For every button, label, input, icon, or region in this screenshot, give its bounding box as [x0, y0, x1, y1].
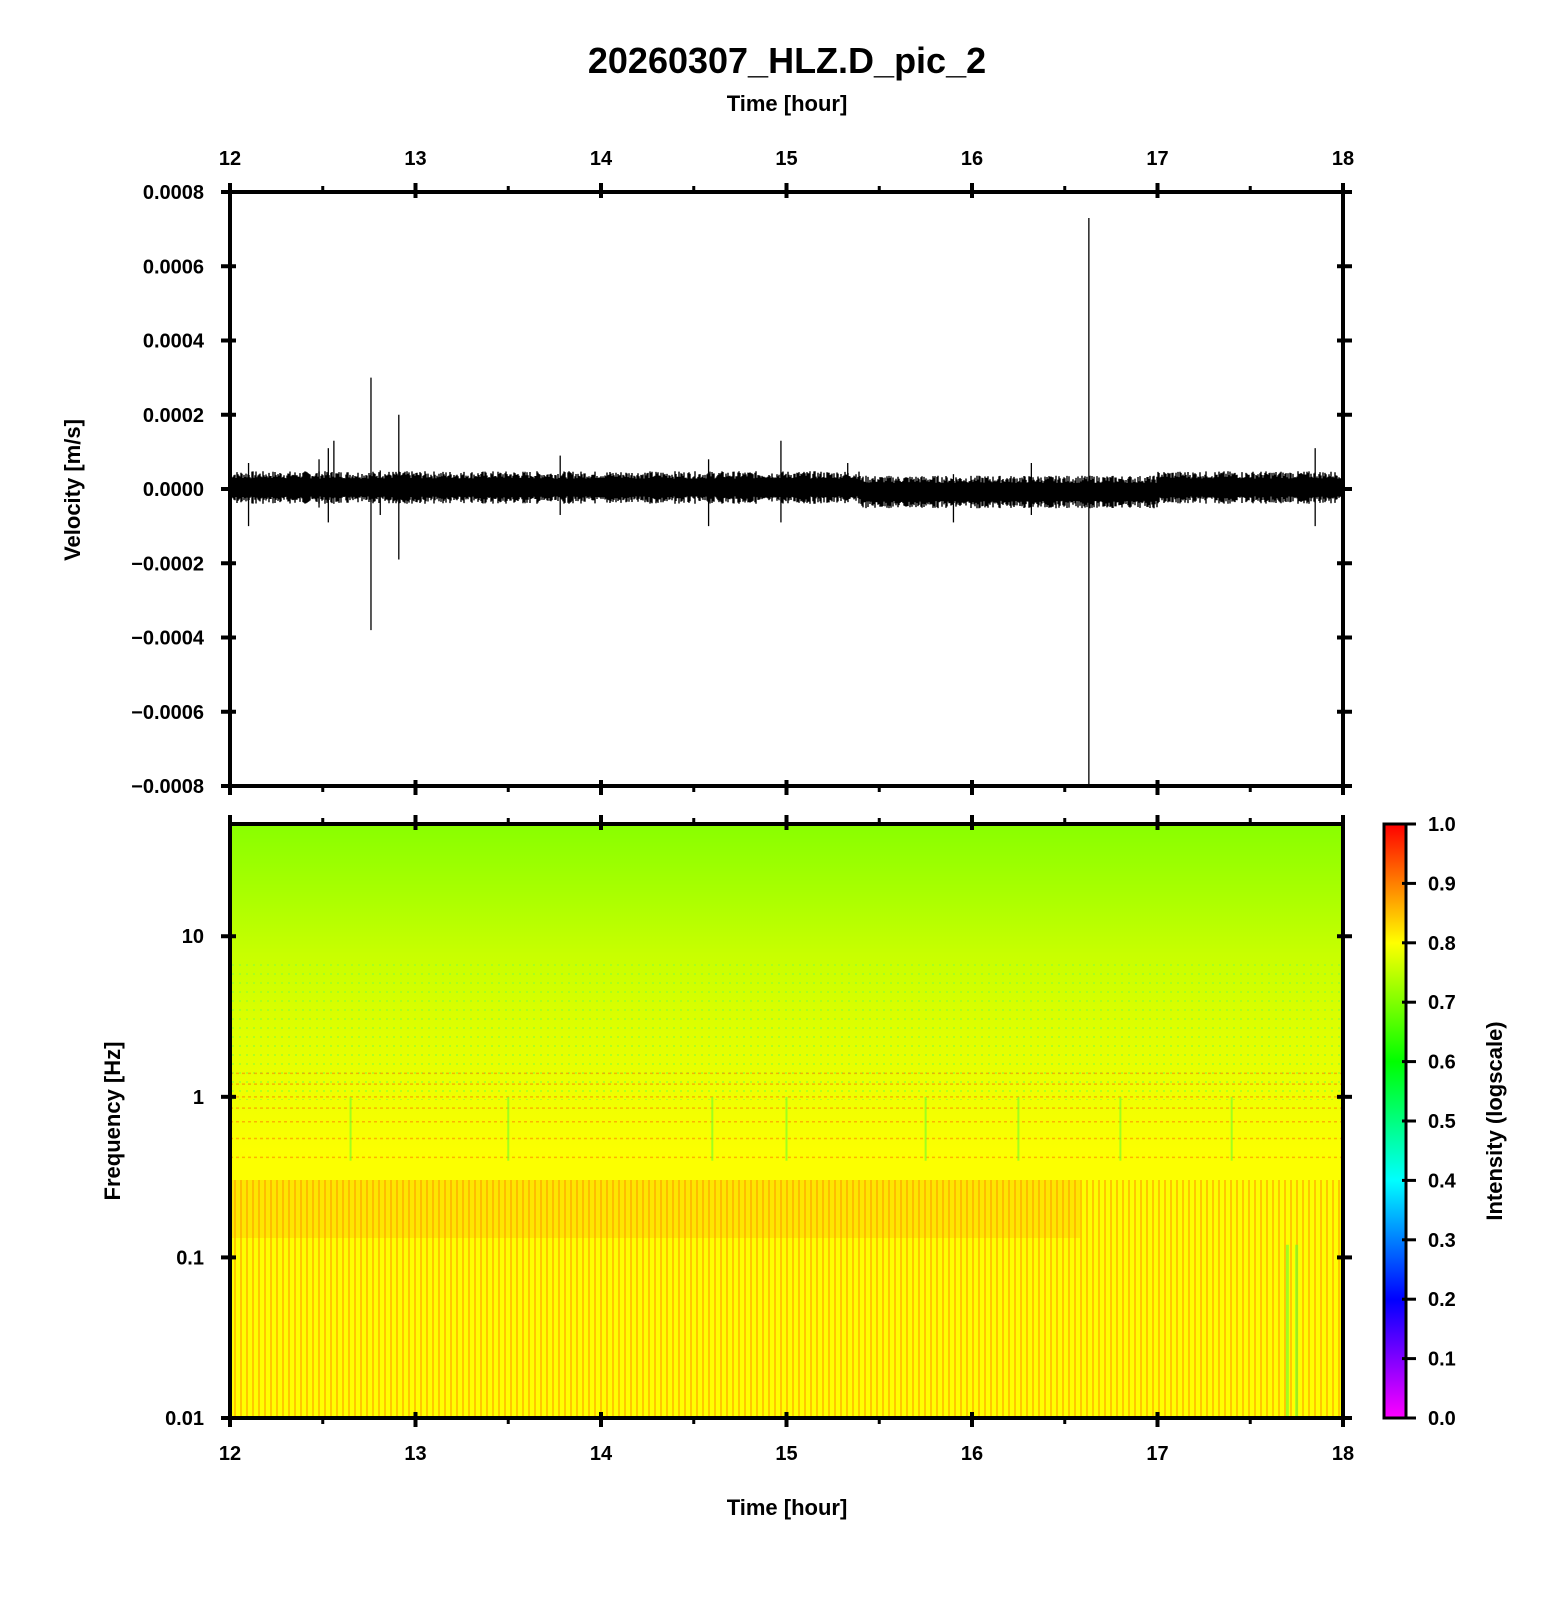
waveform-xtick-label: 13	[404, 148, 426, 170]
spectrogram-heatmap	[230, 824, 1343, 1418]
waveform-ytick-label: −0.0004	[131, 628, 205, 650]
waveform-noise-band	[230, 471, 1343, 509]
spectrogram-band-0.2hz	[230, 1180, 1080, 1238]
colorbar-tick-label: 0.4	[1428, 1170, 1457, 1192]
colorbar-tick-label: 0.6	[1428, 1052, 1456, 1074]
waveform-ytick-label: 0.0002	[143, 405, 204, 427]
waveform-ytick-label: 0.0006	[143, 256, 204, 278]
waveform-ytick-label: 0.0008	[143, 182, 204, 204]
waveform-panel: 12 13 14 15 16 17 18 0.00080.00060.00040.00020…	[60, 148, 1354, 798]
spectrogram-y-axis-label: Frequency [Hz]	[100, 1042, 125, 1201]
spectrogram-panel: 12 13 14 15 16 17 18 10 1 0.1 0.01 Frequency [Hz]…	[100, 815, 1354, 1520]
spectrogram-ytick-label: 0.1	[176, 1247, 204, 1269]
colorbar-tick-label: 0.9	[1428, 873, 1456, 895]
colorbar-tick-label: 0.2	[1428, 1289, 1456, 1311]
colorbar-tick-label: 0.3	[1428, 1230, 1456, 1252]
waveform-trace	[230, 217, 1343, 786]
top-x-axis-label: Time [hour]	[727, 91, 848, 116]
waveform-xtick-label: 16	[961, 148, 983, 170]
colorbar-label: Intensity (logscale)	[1482, 1021, 1507, 1220]
spectrogram-lines	[230, 1072, 1343, 1418]
waveform-xtick-label: 12	[219, 148, 241, 170]
spectrogram-y-axis: 10 1 0.1 0.01	[165, 926, 1352, 1430]
spectrogram-xtick-label: 13	[404, 1443, 426, 1465]
spectrogram-xtick-label: 12	[219, 1443, 241, 1465]
waveform-y-axis-label: Velocity [m/s]	[60, 419, 85, 561]
spectrogram-xtick-label: 16	[961, 1443, 983, 1465]
colorbar-ticks: 1.0 0.9 0.8 0.7 0.6 0.5 0.4 0.3 0.2 0.1 0.0	[1402, 814, 1457, 1430]
waveform-y-axis: 0.0008 0.0006 0.0004 0.0002 0.0000 −0.0002 −0.…	[131, 182, 1352, 798]
colorbar-tick-label: 1.0	[1428, 814, 1456, 836]
spectrogram-xtick-label: 18	[1332, 1443, 1354, 1465]
waveform-ytick-label: 0.0000	[143, 479, 204, 501]
waveform-ytick-label: −0.0006	[131, 702, 204, 724]
spectrogram-x-axis: 12 13 14 15 16 17 18	[219, 815, 1354, 1465]
spectrogram-xtick-label: 15	[775, 1443, 797, 1465]
waveform-xtick-label: 15	[775, 148, 797, 170]
colorbar-gradient	[1384, 824, 1406, 1418]
spectrogram-ytick-label: 10	[182, 926, 204, 948]
colorbar-tick-label: 0.7	[1428, 992, 1456, 1014]
waveform-x-axis: 12 13 14 15 16 17 18	[219, 148, 1354, 795]
spectrogram-ytick-label: 0.01	[165, 1408, 204, 1430]
spectrogram-xtick-label: 17	[1146, 1443, 1168, 1465]
bottom-x-axis-label: Time [hour]	[727, 1495, 848, 1520]
chart-title: 20260307_HLZ.D_pic_2	[588, 40, 986, 81]
waveform-ytick-label: −0.0002	[131, 553, 204, 575]
waveform-xtick-label: 17	[1146, 148, 1168, 170]
colorbar-tick-label: 0.1	[1428, 1349, 1456, 1371]
waveform-ytick-label: −0.0008	[131, 776, 204, 798]
waveform-ytick-label: 0.0004	[143, 331, 205, 353]
spectrogram-xtick-label: 14	[590, 1443, 613, 1465]
colorbar: 1.0 0.9 0.8 0.7 0.6 0.5 0.4 0.3 0.2 0.1 0.0 Intens…	[1382, 814, 1507, 1430]
waveform-xtick-label: 14	[590, 148, 613, 170]
spectrogram-low-band	[230, 1180, 1343, 1418]
spectrogram-ytick-label: 1	[193, 1087, 204, 1109]
colorbar-tick-label: 0.5	[1428, 1111, 1456, 1133]
colorbar-tick-label: 0.8	[1428, 933, 1456, 955]
waveform-xtick-label: 18	[1332, 148, 1354, 170]
colorbar-tick-label: 0.0	[1428, 1408, 1456, 1430]
spectrogram-speckle	[230, 960, 1343, 1100]
